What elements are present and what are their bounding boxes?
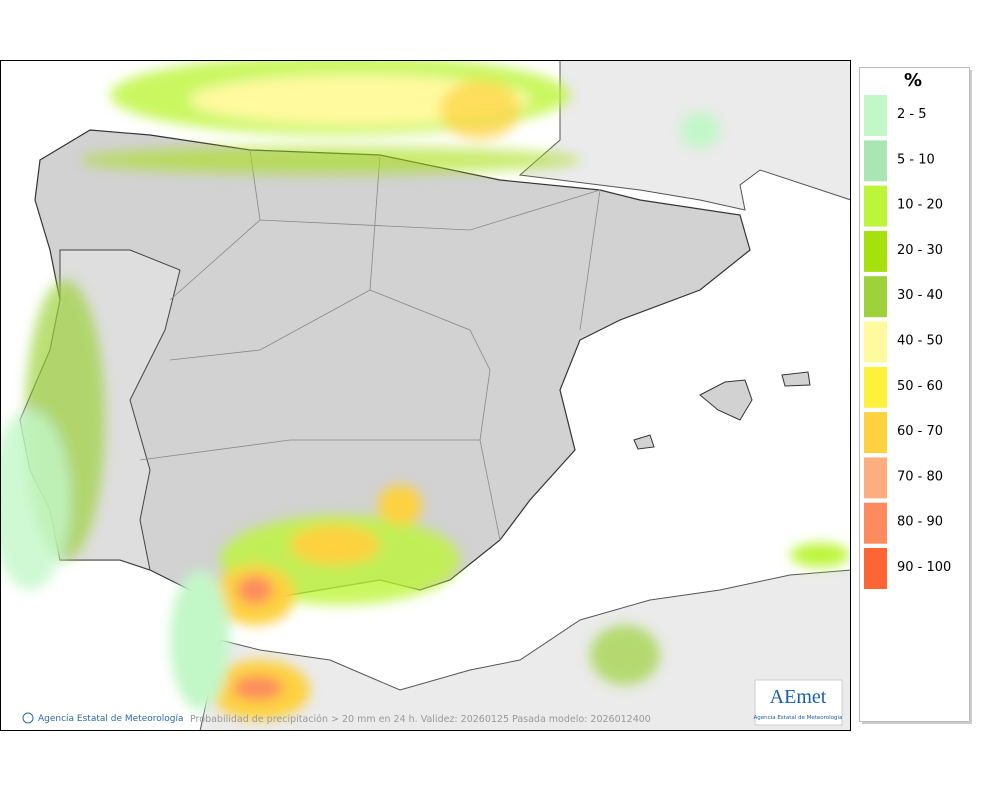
legend-label: 50 - 60 [897,379,943,394]
agency-credit: Agencia Estatal de Meteorología [38,714,184,724]
legend-label: 2 - 5 [897,107,927,122]
legend-swatch [864,140,887,182]
legend-label: 10 - 20 [897,198,943,213]
logo-subtitle: Agencia Estatal de Meteorología [754,714,843,721]
legend-swatch [864,95,887,136]
legend-label: 80 - 90 [897,515,943,530]
logo-box [754,679,843,726]
legend-label: 5 - 10 [897,152,935,167]
legend-label: 70 - 80 [897,469,943,484]
legend-swatch [864,230,887,272]
legend-title: % [904,70,922,91]
legend-items: 2 - 5 5 - 10 10 - 20 20 - 30 30 - 40 40 - 50 5… [864,95,951,589]
legend-swatch [864,502,887,544]
legend-swatch [864,457,887,499]
legend-label: 20 - 30 [897,243,943,258]
legend-label: 90 - 100 [897,560,951,575]
legend-label: 30 - 40 [897,288,943,303]
legend-label: 40 - 50 [897,334,943,349]
logo-name: AEmet [770,686,827,708]
map-caption: Probabilidad de precipitación > 20 mm en… [190,714,651,725]
legend-label: 60 - 70 [897,424,943,439]
legend-swatch [864,366,887,408]
legend-swatch [864,548,887,589]
legend-swatch [864,185,887,227]
probability-field [1,61,850,720]
copyright-icon [22,712,34,724]
legend-swatch [864,276,887,318]
legend-swatch [864,412,887,454]
map: AEmet Agencia Estatal de Meteorología Ag… [1,61,850,730]
legend-swatch [864,321,887,363]
map-frame [0,60,851,731]
